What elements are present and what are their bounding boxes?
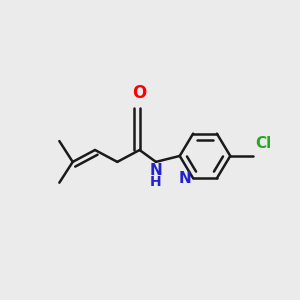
Text: N: N <box>150 164 162 178</box>
Text: N: N <box>179 171 192 186</box>
Text: H: H <box>150 175 162 189</box>
Text: Cl: Cl <box>256 136 272 152</box>
Text: O: O <box>133 84 147 102</box>
